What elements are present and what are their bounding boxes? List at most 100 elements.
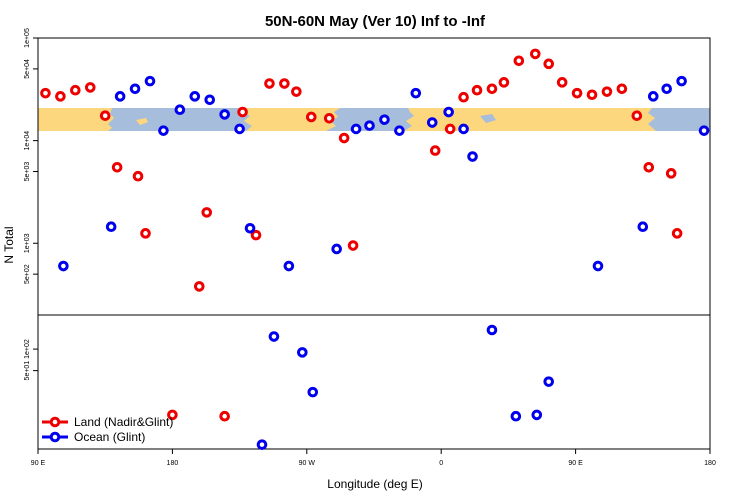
land-point-20 — [347, 240, 359, 251]
land-point-28 — [529, 48, 541, 60]
x-tick-label-2: 90 W — [299, 460, 316, 467]
land-point-8 — [167, 409, 178, 421]
ocean-point-22 — [410, 87, 422, 99]
land-point-0 — [40, 87, 51, 99]
ocean-point-24 — [443, 106, 454, 118]
ocean-point-1 — [105, 221, 117, 233]
legend-ocean-marker — [49, 431, 61, 443]
land-point-13 — [250, 229, 262, 241]
legend-ocean-label: Ocean (Glint) — [74, 430, 145, 444]
land-point-24 — [471, 84, 483, 96]
upper-y-tick-label-1: 1e+03 — [24, 233, 31, 253]
land-point-21 — [429, 145, 441, 156]
land-point-16 — [291, 86, 302, 97]
upper-y-tick-label-0: 5e+02 — [24, 264, 31, 284]
ocean-point-19 — [364, 120, 375, 131]
land-point-25 — [486, 83, 498, 95]
land-point-3 — [84, 82, 96, 93]
x-tick-label-5: 180 — [704, 460, 716, 467]
ocean-point-31 — [592, 260, 604, 272]
upper-y-tick-label-5: 1e+05 — [24, 28, 31, 48]
land-point-15 — [279, 78, 290, 89]
x-tick-label-0: 90 E — [31, 460, 46, 467]
ocean-point-4 — [144, 75, 156, 87]
upper-y-tick-label-2: 5e+03 — [24, 162, 31, 182]
ocean-point-20 — [379, 114, 390, 125]
map-band-land-europe-asia — [404, 108, 656, 131]
ocean-point-23 — [426, 117, 438, 128]
ocean-point-28 — [510, 410, 522, 422]
land-point-22 — [444, 123, 456, 135]
map-band-lake — [480, 114, 496, 123]
map-band-lake-2 — [210, 116, 222, 123]
ocean-point-16 — [307, 386, 319, 398]
ocean-point-35 — [676, 75, 687, 87]
chart-title: 50N-60N May (Ver 10) Inf to -Inf — [265, 13, 486, 30]
ocean-point-11 — [244, 222, 256, 234]
map-band-island-aleutian — [136, 118, 148, 125]
ocean-point-12 — [256, 439, 268, 450]
land-point-29 — [543, 58, 555, 70]
ocean-point-30 — [543, 376, 555, 387]
ocean-point-29 — [531, 409, 543, 421]
x-tick-label-3: 0 — [439, 460, 443, 467]
land-point-9 — [193, 281, 205, 292]
land-point-35 — [631, 110, 643, 121]
ocean-point-21 — [394, 125, 405, 136]
legend-land-marker — [49, 416, 61, 428]
land-point-36 — [643, 161, 655, 173]
land-point-18 — [323, 113, 335, 124]
ocean-point-33 — [647, 91, 659, 102]
ocean-point-5 — [158, 125, 169, 136]
points-layer — [40, 48, 710, 450]
ocean-point-34 — [661, 83, 672, 95]
lower-panel-frame — [37, 314, 711, 450]
land-point-7 — [140, 228, 151, 239]
land-point-31 — [571, 87, 583, 99]
ocean-point-0 — [58, 260, 69, 272]
land-point-32 — [586, 89, 598, 101]
land-point-4 — [99, 110, 111, 121]
ocean-point-3 — [129, 83, 141, 95]
ocean-point-25 — [458, 123, 469, 135]
land-point-30 — [556, 77, 568, 88]
ocean-point-36 — [698, 125, 710, 136]
ocean-point-10 — [234, 123, 245, 135]
upper-y-tick-label-3: 1e+04 — [24, 131, 31, 151]
ocean-point-14 — [283, 260, 295, 272]
ocean-point-13 — [268, 331, 280, 342]
land-point-5 — [111, 161, 123, 173]
ocean-point-9 — [219, 109, 230, 120]
ocean-point-15 — [297, 347, 308, 358]
land-point-33 — [601, 86, 613, 97]
upper-y-tick-label-4: 5e+04 — [24, 59, 31, 79]
land-point-12 — [237, 106, 248, 118]
land-point-19 — [338, 132, 350, 144]
map-band-land-eurasia-east — [38, 108, 114, 131]
ocean-point-17 — [331, 243, 342, 255]
axes-layer: 90 E 180 90 W 0 90 E 180 5e+02 1e+03 5e+03 1e+04 5… — [24, 28, 716, 467]
land-point-27 — [513, 55, 525, 67]
x-axis-label: Longitude (deg E) — [327, 477, 422, 491]
land-point-23 — [458, 91, 469, 103]
land-point-34 — [616, 83, 628, 95]
ocean-point-32 — [637, 221, 649, 233]
land-point-17 — [305, 111, 317, 123]
ocean-point-26 — [467, 151, 478, 162]
ocean-point-2 — [114, 91, 126, 102]
land-point-6 — [132, 170, 144, 182]
legend-land-label: Land (Nadir&Glint) — [74, 415, 173, 429]
x-tick-label-4: 90 E — [568, 460, 583, 467]
land-point-11 — [219, 410, 230, 422]
land-point-37 — [665, 168, 677, 179]
land-point-26 — [498, 77, 510, 88]
ocean-point-18 — [350, 123, 362, 135]
ocean-point-8 — [204, 94, 216, 106]
ocean-point-27 — [486, 324, 498, 336]
lower-y-tick-label-1: 1e+02 — [24, 339, 31, 359]
land-point-38 — [671, 228, 683, 239]
lower-y-tick-label-0: 5e+01 — [24, 361, 31, 381]
y-axis-label: N Total — [2, 226, 16, 263]
ocean-point-6 — [174, 104, 186, 116]
land-point-14 — [264, 78, 275, 89]
